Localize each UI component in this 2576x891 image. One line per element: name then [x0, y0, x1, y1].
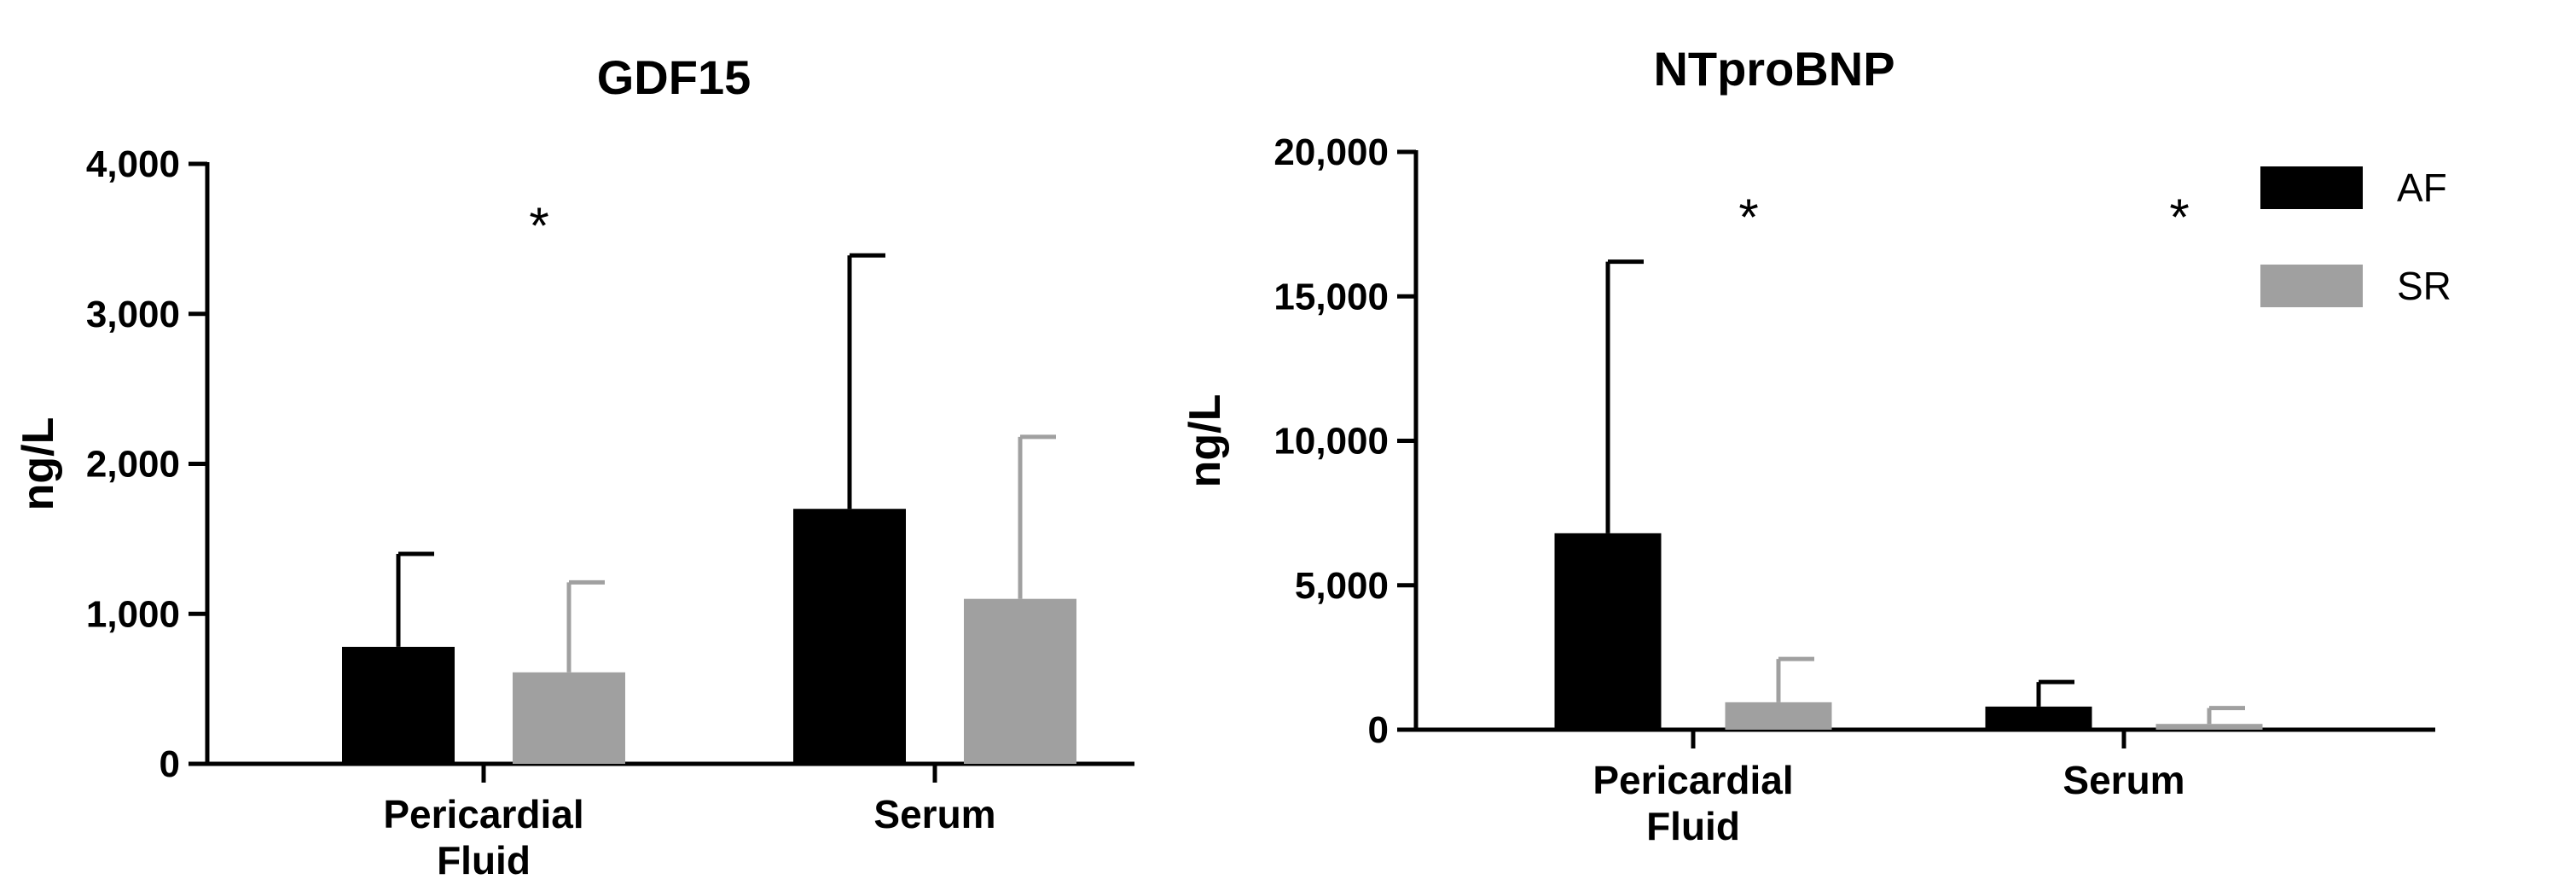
bar-sr [964, 598, 1076, 764]
y-tick-label: 0 [160, 743, 180, 785]
chart-ntprobnp: NTproBNP ng/L 0 5,000 10,000 15,000 20,000 Peri… [1181, 42, 2435, 848]
y-tick-label: 5,000 [1295, 565, 1389, 607]
chart-title: GDF15 [597, 50, 751, 104]
y-axis-label: ng/L [14, 417, 63, 511]
legend-label-sr: SR [2397, 264, 2451, 308]
significance-marker: * [1738, 189, 1758, 246]
bar-af [793, 509, 906, 764]
legend-swatch-af [2260, 166, 2363, 209]
y-tick-label: 20,000 [1273, 131, 1389, 173]
significance-marker: * [2169, 189, 2189, 246]
bar-af [1985, 706, 2092, 730]
chart-gdf15: GDF15 ng/L 0 1,000 2,000 3,000 4,000 Pericardia… [14, 50, 1134, 882]
y-tick-label: 0 [1368, 709, 1389, 751]
legend: AF SR [2260, 166, 2451, 308]
bar-sr [513, 672, 625, 764]
y-tick-label: 4,000 [86, 143, 180, 185]
legend-label-af: AF [2397, 166, 2447, 210]
x-tick-label: Serum [873, 792, 995, 836]
legend-swatch-sr [2260, 265, 2363, 307]
x-tick-label: Fluid [437, 838, 531, 882]
y-tick-label: 15,000 [1273, 276, 1389, 317]
bar-sr [1725, 702, 1832, 730]
x-tick-label: Serum [2063, 758, 2184, 802]
bar-af [342, 646, 455, 764]
x-tick-label: Fluid [1646, 804, 1740, 848]
y-axis-label: ng/L [1181, 394, 1230, 488]
y-tick-label: 1,000 [86, 593, 180, 635]
significance-marker: * [529, 197, 548, 254]
x-tick-label: Pericardial [1593, 758, 1793, 802]
bar-sr [2155, 724, 2263, 730]
y-tick-label: 3,000 [86, 294, 180, 335]
y-tick-label: 2,000 [86, 444, 180, 486]
chart-title: NTproBNP [1653, 42, 1894, 96]
bar-af [1554, 533, 1662, 730]
x-tick-label: Pericardial [383, 792, 583, 836]
y-tick-label: 10,000 [1273, 421, 1389, 463]
